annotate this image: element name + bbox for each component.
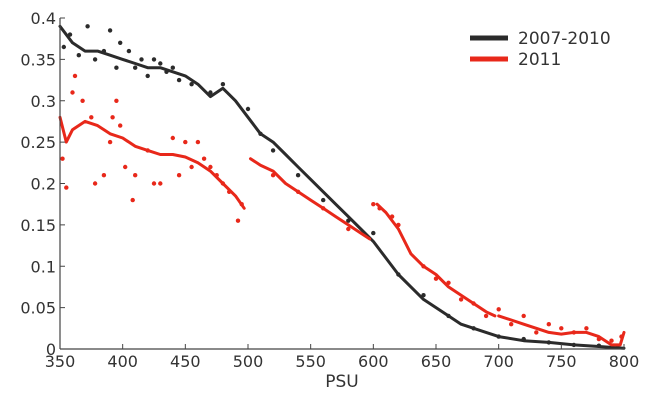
data-point	[546, 322, 551, 327]
data-point	[176, 173, 182, 178]
data-point	[145, 73, 150, 79]
x-tick-label: 650	[421, 352, 452, 371]
data-point	[371, 202, 376, 207]
x-tick-label: 400	[107, 352, 138, 371]
data-point	[170, 135, 175, 141]
y-tick-label: 0.35	[20, 50, 56, 69]
series-line	[249, 157, 372, 241]
x-tick-label: 800	[609, 352, 640, 371]
data-point	[270, 148, 276, 153]
data-point	[80, 98, 85, 104]
series-line	[375, 202, 497, 318]
data-point	[151, 57, 157, 62]
data-point	[107, 28, 113, 33]
series-0	[58, 24, 626, 350]
y-tick-label: 0.05	[20, 299, 56, 318]
x-tick-label: 500	[233, 352, 264, 371]
x-tick-label: 600	[358, 352, 389, 371]
data-point	[509, 322, 514, 327]
y-tick-label: 0.1	[31, 257, 56, 276]
data-point	[61, 44, 66, 50]
data-point	[321, 197, 326, 203]
y-tick-label: 0.15	[20, 216, 56, 235]
data-point	[89, 115, 94, 120]
series-line	[58, 24, 626, 350]
x-tick-label: 700	[483, 352, 514, 371]
data-point	[346, 226, 351, 232]
data-point	[496, 307, 501, 312]
series-1	[58, 73, 626, 347]
data-point	[139, 57, 144, 62]
x-tick-label: 450	[170, 352, 201, 371]
data-point	[483, 313, 489, 319]
plot-area	[58, 24, 626, 350]
data-point	[133, 173, 138, 178]
data-point	[118, 123, 123, 128]
data-point	[85, 24, 90, 29]
data-point	[183, 139, 188, 145]
data-point	[189, 164, 194, 170]
data-point	[114, 98, 119, 104]
legend-label: 2007-2010	[518, 29, 611, 49]
data-point	[609, 338, 614, 343]
data-point	[110, 115, 115, 120]
data-point	[101, 173, 107, 178]
data-point	[92, 181, 98, 186]
x-tick-label: 550	[295, 352, 326, 371]
data-point	[60, 156, 65, 161]
x-tick-label: 750	[546, 352, 577, 371]
legend-label: 2011	[518, 50, 561, 70]
data-point	[235, 218, 241, 223]
data-point	[130, 197, 135, 203]
data-point	[245, 106, 251, 112]
data-point	[107, 139, 113, 145]
data-point	[92, 57, 98, 62]
data-point	[371, 230, 376, 236]
data-point	[458, 297, 464, 302]
y-tick-label: 0.25	[20, 133, 56, 152]
data-point	[64, 185, 69, 190]
data-point	[176, 77, 182, 83]
data-point	[220, 82, 226, 87]
data-point	[126, 48, 132, 54]
data-point	[158, 181, 163, 186]
y-tick-label: 0.4	[31, 9, 56, 28]
data-point	[70, 90, 75, 95]
data-point	[133, 65, 138, 70]
x-axis-label: PSU	[325, 372, 359, 392]
data-point	[76, 53, 82, 58]
data-point	[208, 164, 213, 170]
data-point	[189, 82, 194, 87]
data-point	[151, 181, 157, 186]
y-tick-label: 0.2	[31, 175, 56, 194]
data-point	[195, 139, 201, 145]
series-line	[58, 115, 246, 210]
axes: 350 400 450 500 550 600 650 700 750 800 0 0.05 0.1 0.…	[20, 9, 639, 371]
data-point	[118, 40, 123, 45]
data-point	[123, 164, 128, 170]
data-point	[521, 313, 526, 319]
data-point	[170, 65, 175, 70]
data-point	[114, 65, 119, 70]
data-point	[534, 330, 539, 335]
x-tick-label: 350	[45, 352, 76, 371]
series-line	[497, 314, 626, 347]
data-point	[201, 156, 207, 161]
data-point	[584, 326, 589, 331]
y-tick-label: 0	[46, 340, 56, 359]
data-point	[158, 61, 163, 66]
y-tick-label: 0.3	[31, 92, 56, 111]
data-point	[559, 326, 564, 331]
data-point	[295, 173, 301, 178]
data-point	[72, 73, 78, 79]
